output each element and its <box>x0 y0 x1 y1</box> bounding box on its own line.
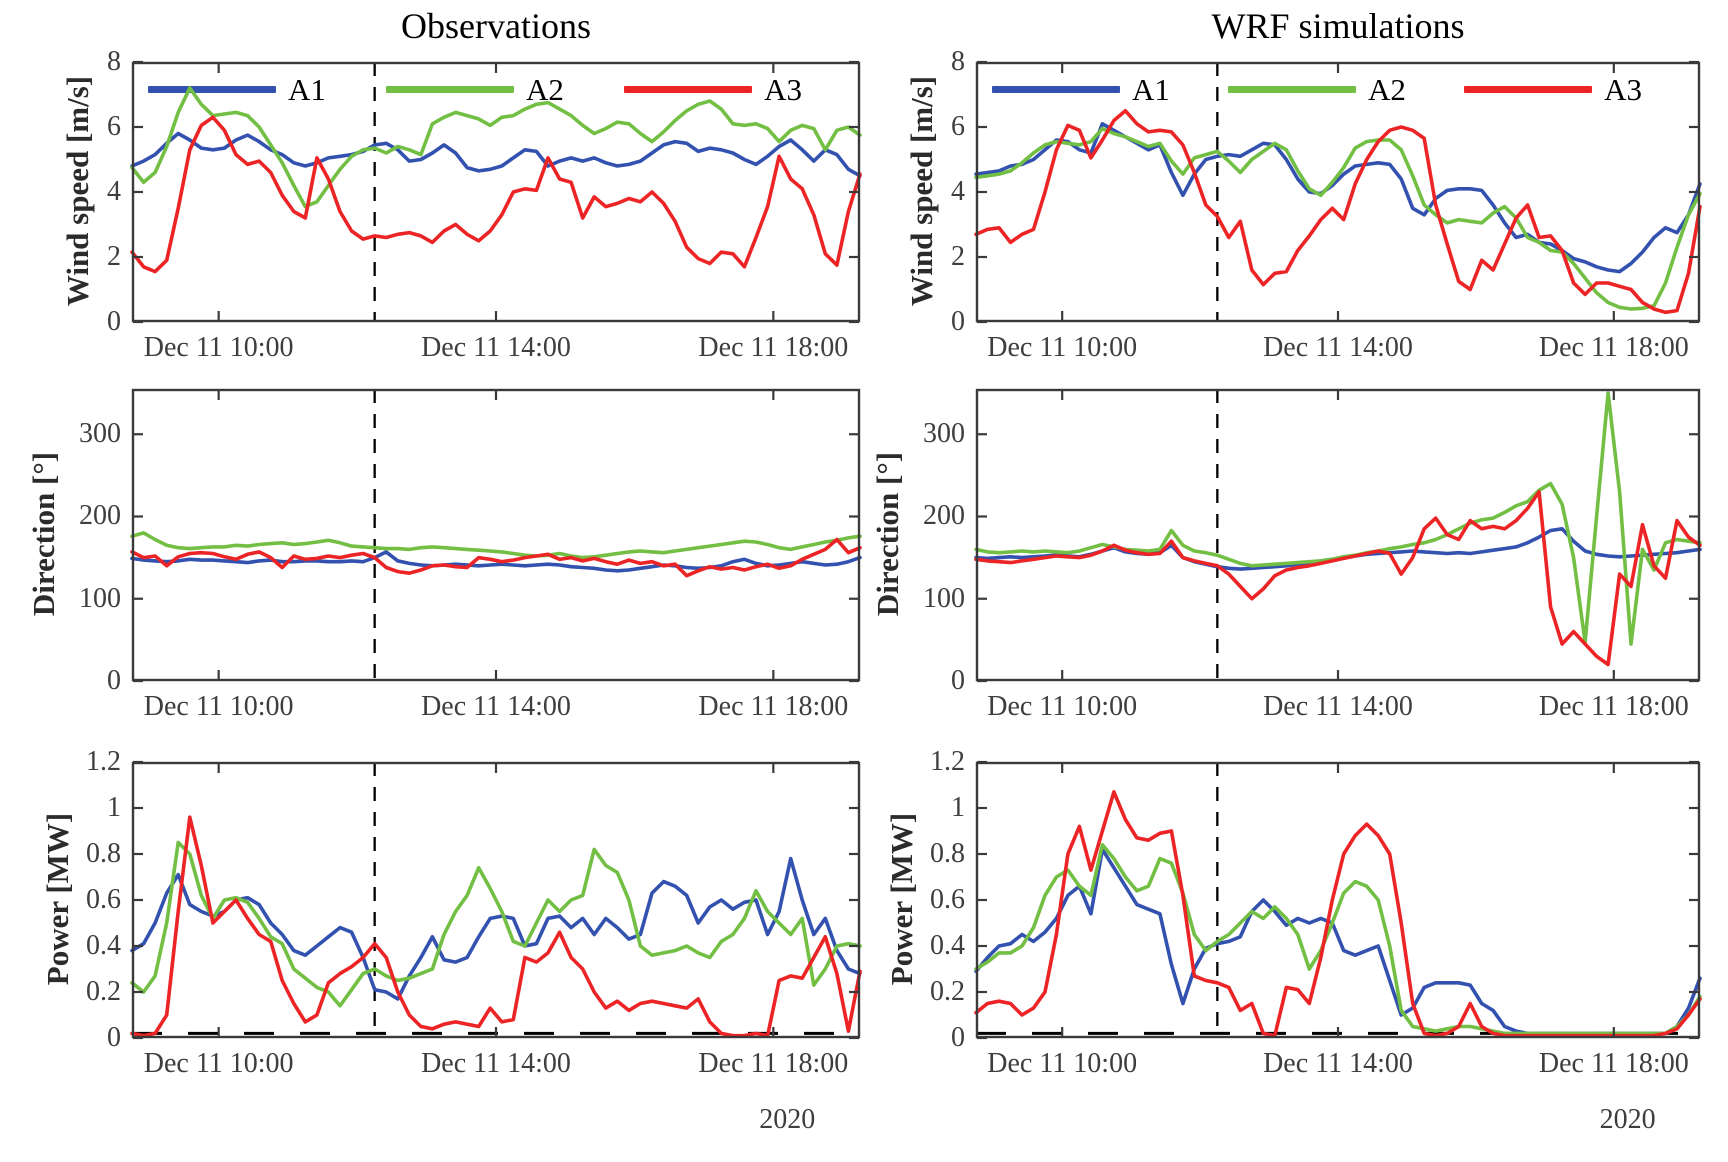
x-tick-label: Dec 11 18:00 <box>698 332 849 363</box>
series-a2-line <box>974 126 1702 311</box>
series-a1-line <box>130 550 862 573</box>
x-tick-label: Dec 11 10:00 <box>143 1048 294 1079</box>
y-tick-label: 2 <box>107 241 121 272</box>
x-tick-label: Dec 11 10:00 <box>143 332 294 363</box>
y-tick-label: 0.2 <box>86 976 121 1007</box>
y-tick-label: 0.4 <box>86 930 121 961</box>
series-a3-line <box>974 108 1702 315</box>
obs-power-plot <box>130 760 862 1040</box>
y-label-wind-speed-wrf: Wind speed [m/s] <box>904 75 939 307</box>
wrf-power-panel: 0 0.2 0.4 0.6 0.8 1 1.2 Dec 11 10:00 Dec 11 14:0… <box>930 746 1702 1135</box>
series-a3-line <box>974 790 1702 1038</box>
y-tick-label: 0 <box>107 306 121 337</box>
series-a3-line <box>974 490 1702 667</box>
axes-box <box>975 61 1701 323</box>
y-label-wind-speed-obs: Wind speed [m/s] <box>60 75 95 307</box>
y-tick-label: 8 <box>107 46 121 77</box>
y-tick-label: 0 <box>951 665 965 696</box>
y-tick-label: 100 <box>79 582 121 614</box>
obs-wind-plot <box>130 60 862 324</box>
y-tick-label: 1 <box>107 792 121 823</box>
obs-direction-panel: 0 100 200 300 Dec 11 10:00 Dec 11 14:00 Dec 11… <box>79 388 862 722</box>
y-tick-label: 1.2 <box>86 746 121 777</box>
series-a2-line <box>974 391 1702 646</box>
x-tick-label: Dec 11 14:00 <box>1263 332 1413 363</box>
x-tick-label: Dec 11 14:00 <box>421 691 571 722</box>
y-tick-label: 6 <box>107 111 121 142</box>
y-tick-label: 8 <box>951 46 965 77</box>
y-tick-label: 300 <box>79 418 121 450</box>
x-tick-label: Dec 11 14:00 <box>1263 1048 1413 1079</box>
y-tick-label: 6 <box>951 111 965 142</box>
series-a1-line <box>974 121 1702 274</box>
wrf-power-plot <box>974 760 1702 1040</box>
wrf-wind-speed-panel: A1 A2 A3 0 2 4 6 8 Dec 11 10:00 Dec 11 14:00 De… <box>951 46 1702 363</box>
obs-power-panel: 0 0.2 0.4 0.6 0.8 1 1.2 Dec 11 10:00 Dec 11 14:0… <box>86 746 862 1135</box>
x-tick-label: Dec 11 18:00 <box>1538 1048 1689 1079</box>
y-tick-label: 0 <box>107 665 121 696</box>
obs-direction-plot <box>130 388 862 683</box>
series-a2-line <box>130 86 862 209</box>
series-a1-line <box>130 131 862 178</box>
observations-column-title: Observations <box>401 6 591 46</box>
x-tick-label: Dec 11 18:00 <box>1538 691 1689 722</box>
y-tick-label: 1.2 <box>930 746 965 777</box>
x-tick-label: Dec 11 10:00 <box>987 1048 1138 1079</box>
x-tick-label: Dec 11 14:00 <box>421 332 571 363</box>
x-tick-label: Dec 11 18:00 <box>698 1048 849 1079</box>
y-tick-label: 0.6 <box>930 884 965 915</box>
y-tick-label: 2 <box>951 241 965 272</box>
y-tick-label: 200 <box>79 500 121 532</box>
y-tick-label: 0 <box>951 306 965 337</box>
series-a3-line <box>130 115 862 274</box>
series-a1-line <box>130 856 862 1001</box>
wrf-wind-plot <box>974 60 1702 324</box>
wrf-simulations-column-title: WRF simulations <box>1211 6 1465 46</box>
y-tick-label: 0 <box>107 1022 121 1053</box>
x-tick-label: Dec 11 10:00 <box>143 691 294 722</box>
y-tick-label: 100 <box>923 582 965 614</box>
x-tick-label: Dec 11 14:00 <box>421 1048 571 1079</box>
series-a2-line <box>130 840 862 1008</box>
y-tick-label: 1 <box>951 792 965 823</box>
y-tick-label: 0.6 <box>86 884 121 915</box>
y-tick-label: 0.4 <box>930 930 965 961</box>
y-tick-label: 0.8 <box>86 838 121 869</box>
year-label: 2020 <box>1599 1104 1656 1135</box>
axes-box <box>131 388 861 682</box>
series-a3-line <box>130 815 862 1038</box>
y-tick-label: 0.8 <box>930 838 965 869</box>
axes-box <box>975 388 1701 682</box>
y-tick-label: 200 <box>923 500 965 532</box>
x-tick-label: Dec 11 18:00 <box>1538 332 1689 363</box>
series-a3-line <box>130 537 862 578</box>
x-tick-label: Dec 11 18:00 <box>698 691 849 722</box>
y-label-power-obs: Power [MW] <box>40 812 75 986</box>
y-tick-label: 300 <box>923 418 965 450</box>
wrf-direction-panel: 0 100 200 300 Dec 11 10:00 Dec 11 14:00 Dec 11… <box>923 388 1702 722</box>
year-label: 2020 <box>759 1104 816 1135</box>
x-tick-label: Dec 11 10:00 <box>987 691 1138 722</box>
series-a2-line <box>130 531 862 560</box>
y-tick-label: 4 <box>951 176 965 207</box>
wrf-direction-plot <box>974 388 1702 683</box>
y-label-power-wrf: Power [MW] <box>884 812 919 986</box>
y-tick-label: 0 <box>951 1022 965 1053</box>
y-label-direction-wrf: Direction [°] <box>870 451 905 617</box>
y-tick-label: 0.2 <box>930 976 965 1007</box>
axes-box <box>131 61 861 323</box>
x-tick-label: Dec 11 14:00 <box>1263 691 1413 722</box>
y-label-direction-obs: Direction [°] <box>26 451 61 617</box>
x-tick-label: Dec 11 10:00 <box>987 332 1138 363</box>
y-tick-label: 4 <box>107 176 121 207</box>
series-a2-line <box>974 843 1702 1036</box>
obs-wind-speed-panel: A1 A2 A3 0 2 4 6 8 Dec 11 10:00 Dec 11 14:00 De… <box>107 46 862 363</box>
